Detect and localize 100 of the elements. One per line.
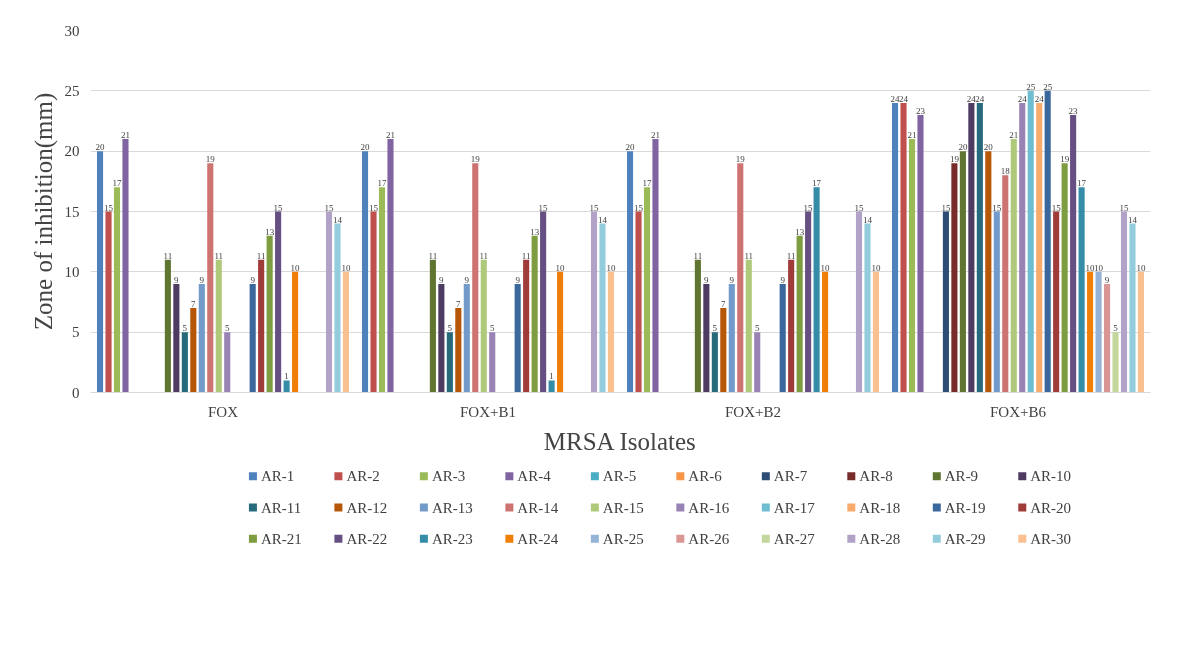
bar xyxy=(822,271,829,393)
data-label: 14 xyxy=(862,214,873,225)
data-label: 13 xyxy=(265,226,275,237)
data-label: 11 xyxy=(521,250,531,261)
bar xyxy=(728,283,735,393)
x-tick-label: FOX+B1 xyxy=(460,403,516,420)
bar xyxy=(113,187,121,393)
bar xyxy=(607,271,615,393)
data-label: 10 xyxy=(341,262,351,273)
bar xyxy=(745,259,752,393)
data-label: 23 xyxy=(915,105,926,116)
bar xyxy=(1010,139,1017,393)
bar xyxy=(514,283,521,393)
legend-label: AR-26 xyxy=(688,530,730,547)
data-label: 13 xyxy=(530,226,540,237)
legend-label: AR-7 xyxy=(773,468,808,485)
bar xyxy=(1053,211,1060,393)
data-label: 7 xyxy=(721,299,727,310)
data-label: 15 xyxy=(854,202,864,213)
y-axis-title: Zone of inhibition(mm) xyxy=(29,92,58,331)
bar xyxy=(472,163,479,393)
data-label: 11 xyxy=(744,250,754,261)
data-label: 10 xyxy=(820,262,831,273)
bar xyxy=(283,380,290,393)
bar xyxy=(942,211,949,393)
data-label: 11 xyxy=(693,250,703,261)
data-label: 5 xyxy=(489,323,495,334)
data-label: 20 xyxy=(95,142,106,153)
legend-label: AR-5 xyxy=(602,468,637,485)
data-label: 20 xyxy=(958,142,968,153)
data-label: 19 xyxy=(1060,154,1070,165)
data-label: 17 xyxy=(642,178,652,189)
bar xyxy=(105,211,112,393)
bar xyxy=(891,102,899,393)
data-label: 20 xyxy=(625,142,636,153)
x-tick-label: FOX+B6 xyxy=(990,403,1047,420)
legend-label: AR-1 xyxy=(260,468,295,485)
bar xyxy=(1137,271,1145,393)
bar xyxy=(370,211,377,393)
bar xyxy=(1027,90,1034,393)
legend-label: AR-24 xyxy=(517,530,559,547)
data-label: 11 xyxy=(479,250,489,261)
bar xyxy=(788,259,795,393)
bar xyxy=(489,332,496,393)
data-label: 15 xyxy=(941,202,951,213)
data-label: 9 xyxy=(729,274,735,285)
legend-label: AR-13 xyxy=(431,499,473,516)
bar xyxy=(1129,223,1136,393)
data-label: 17 xyxy=(377,178,387,189)
bar xyxy=(872,271,880,393)
data-label: 7 xyxy=(191,299,197,310)
bar xyxy=(959,151,966,393)
bar xyxy=(993,211,1000,393)
bar xyxy=(779,283,786,393)
data-label: 15 xyxy=(273,202,284,213)
legend-label: AR-17 xyxy=(773,499,816,516)
data-label: 15 xyxy=(1051,202,1062,213)
bar xyxy=(599,223,606,393)
data-label: 10 xyxy=(1136,262,1146,273)
legend-label: AR-6 xyxy=(688,468,723,485)
data-label: 14 xyxy=(332,214,343,225)
data-label: 25 xyxy=(1043,81,1053,92)
bar xyxy=(951,163,958,393)
data-label: 10 xyxy=(555,262,566,273)
bar xyxy=(985,151,992,393)
data-label: 1 xyxy=(549,371,554,382)
data-label: 19 xyxy=(735,154,746,165)
bar xyxy=(378,187,386,393)
data-label: 23 xyxy=(1068,105,1079,116)
bar xyxy=(1095,271,1102,393)
legend-label: AR-8 xyxy=(859,468,893,485)
bar xyxy=(1103,283,1111,393)
legend-label: AR-27 xyxy=(773,530,816,547)
bar xyxy=(224,332,231,393)
y-tick-label: 25 xyxy=(64,82,80,99)
legend-label: AR-30 xyxy=(1030,530,1072,547)
bar xyxy=(181,332,188,393)
bar xyxy=(855,211,863,393)
bar xyxy=(387,139,394,393)
data-label: 24 xyxy=(975,93,985,104)
bar xyxy=(976,102,983,393)
bar xyxy=(164,259,171,393)
data-label: 15 xyxy=(538,202,549,213)
data-label: 21 xyxy=(650,130,660,141)
data-label: 9 xyxy=(199,274,205,285)
bar xyxy=(754,332,761,393)
legend-label: AR-23 xyxy=(431,530,473,547)
data-label: 5 xyxy=(754,323,760,334)
bar xyxy=(1061,163,1068,393)
bar xyxy=(523,259,530,393)
bar xyxy=(1112,332,1119,393)
legend-label: AR-19 xyxy=(944,499,986,516)
bar xyxy=(190,308,197,393)
bar xyxy=(275,211,282,393)
data-label: 25 xyxy=(1026,81,1036,92)
bar xyxy=(463,283,470,393)
data-label: 5 xyxy=(224,323,230,334)
bar xyxy=(720,308,727,393)
bar xyxy=(1002,175,1009,393)
data-label: 5 xyxy=(182,323,188,334)
